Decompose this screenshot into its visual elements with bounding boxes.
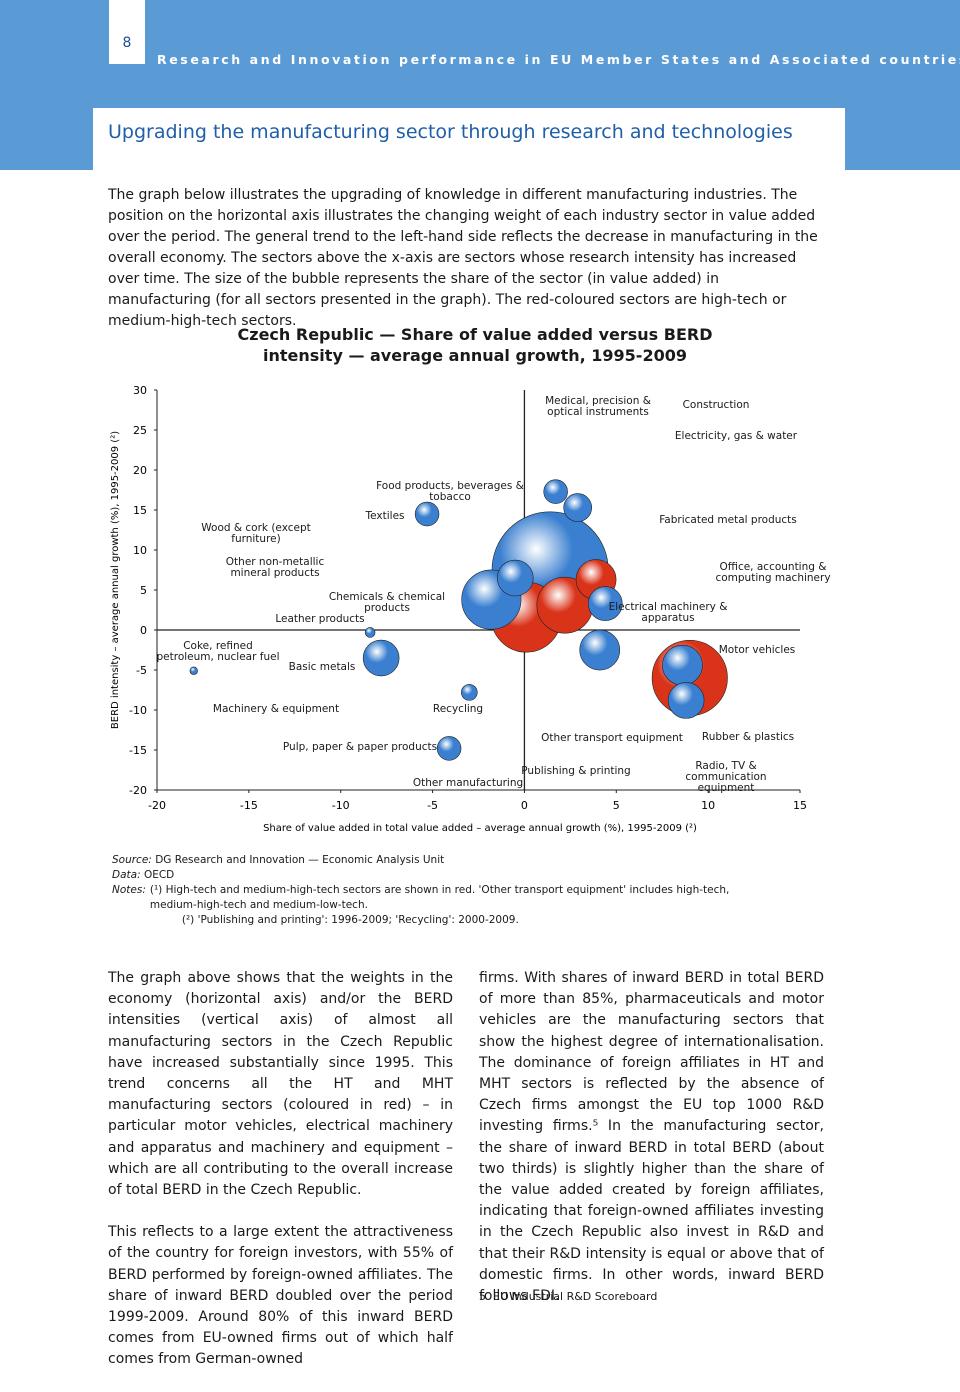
bubble-label: Other manufacturing — [412, 777, 524, 789]
bubble-label: Wood & cork (except furniture) — [201, 522, 311, 545]
y-tick-label: -20 — [129, 784, 147, 797]
bubble-label: Leather products — [275, 613, 365, 625]
bubble — [587, 586, 623, 621]
y-tick-label: 30 — [133, 384, 147, 397]
note: (²) 'Publishing and printing': 1996-2009… — [181, 914, 519, 926]
y-tick-label: 20 — [133, 464, 147, 477]
intro-text: The graph below illustrates the upgradin… — [108, 187, 818, 329]
paragraph: This reflects to a large extent the attr… — [108, 1224, 453, 1368]
footer: 5 EU Industrial R&D Scoreboard — [479, 1290, 657, 1303]
bubble — [662, 644, 703, 686]
x-tick-label: 5 — [613, 799, 620, 812]
bubble — [189, 666, 198, 675]
bubble-label: Pulp, paper & paper products — [282, 741, 438, 753]
paragraph: The graph above shows that the weights i… — [108, 970, 453, 1199]
footer-text: EU Industrial R&D Scoreboard — [493, 1290, 658, 1303]
paragraph: firms. With shares of inward BERD in tot… — [479, 970, 824, 1305]
x-axis-label: Share of value added in total value adde… — [263, 823, 697, 834]
chart: -20 -15 -10 -5 0 5 10 15 20 25 30 -20 -15 -10 -5 0 5 10 15… — [110, 384, 807, 834]
bubble-label: Motor vehicles — [718, 644, 796, 656]
data-line: Data: OECD — [112, 868, 792, 883]
y-tick-label: -10 — [129, 704, 147, 717]
source-line: Source: DG Research and Innovation — Eco… — [112, 853, 792, 868]
bubble — [436, 736, 462, 761]
source: DG Research and Innovation — Economic An… — [155, 854, 445, 866]
bubble — [414, 501, 440, 527]
bubble-label: Machinery & equipment — [212, 703, 340, 715]
bubble — [579, 629, 621, 671]
x-tick-label: -5 — [427, 799, 438, 812]
bubble — [364, 627, 376, 638]
bubble — [543, 479, 568, 504]
bubble-label: Construction — [682, 399, 750, 411]
bubble-label: Rubber & plastics — [701, 731, 795, 743]
x-tick-label: 15 — [793, 799, 807, 812]
x-tick-label: -15 — [240, 799, 258, 812]
bubble-label: Recycling — [432, 703, 484, 715]
bubble-label: Other transport equipment — [541, 732, 683, 744]
chart-title: Czech Republic — Share of value added ve… — [237, 325, 713, 365]
bubble — [667, 682, 705, 719]
data-label: Data: — [112, 869, 141, 881]
title-box — [93, 108, 845, 170]
x-tick-label: -20 — [148, 799, 166, 812]
left-column: The graph above shows that the weights i… — [108, 968, 453, 1392]
x-tick-label: -10 — [332, 799, 350, 812]
footer-mark: 5 — [479, 1290, 486, 1303]
y-tick-label: 5 — [140, 584, 147, 597]
source-label: Source: — [112, 854, 152, 866]
section-title: Upgrading the manufacturing sector throu… — [108, 121, 793, 143]
bubble-label: Coke, refined petroleum, nuclear fuel — [156, 640, 280, 663]
note: (¹) High-tech and medium-high-tech secto… — [149, 884, 730, 911]
bubble-label: Radio, TV & communication equipment — [685, 760, 767, 794]
y-axis-label: BERD intensity – average annual growth (… — [110, 431, 121, 729]
bubble-label: Fabricated metal products — [659, 514, 797, 526]
bubble-label: Food products, beverages & tobacco — [376, 480, 524, 503]
data: OECD — [143, 869, 175, 881]
bubble — [461, 684, 478, 701]
bubble-label: Chemicals & chemical products — [328, 591, 446, 614]
page-number: 8 — [109, 0, 145, 64]
y-tick-label: 10 — [133, 544, 147, 557]
notes-line: Notes: (¹) High-tech and medium-high-tech… — [112, 883, 792, 928]
x-tick-label: 10 — [701, 799, 715, 812]
y-tick-label: -5 — [136, 664, 147, 677]
notes: Source: DG Research and Innovation — Eco… — [112, 853, 792, 928]
bubble-label: Medical, precision & optical instruments — [545, 395, 651, 418]
x-tick-label: 0 — [521, 799, 528, 812]
bubble — [496, 559, 534, 597]
bubble-label: Office, accounting & computing machinery — [715, 561, 831, 584]
y-tick-label: 25 — [133, 424, 147, 437]
running-title: Research and Innovation performance in E… — [157, 52, 960, 67]
bubble-label: Electricity, gas & water — [674, 430, 798, 442]
y-tick-label: -15 — [129, 744, 147, 757]
bubble-label: Publishing & printing — [521, 765, 631, 777]
bubble — [563, 493, 593, 522]
y-tick-label: 0 — [140, 624, 147, 637]
bubble-label: Electrical machinery & apparatus — [608, 601, 728, 624]
bubble-label: Other non-metallic mineral products — [225, 556, 325, 579]
bubble-label: Basic metals — [288, 661, 356, 673]
bubble-label: Textiles — [365, 510, 405, 522]
y-tick-label: 15 — [133, 504, 147, 517]
bubble — [362, 639, 400, 677]
notes-label: Notes: — [112, 884, 146, 896]
right-column: firms. With shares of inward BERD in tot… — [479, 968, 824, 1328]
